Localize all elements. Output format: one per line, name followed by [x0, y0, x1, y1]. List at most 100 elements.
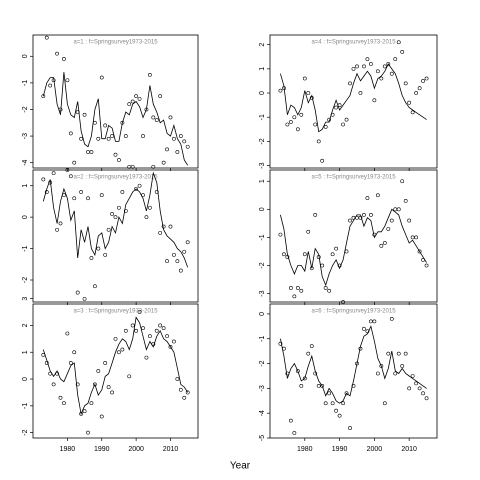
panel-title: a=5 : f=Springsurvey1973-2015 [311, 175, 396, 181]
y-tick-label: 1 [259, 179, 266, 183]
data-point [424, 76, 429, 81]
data-point [417, 86, 422, 91]
data-point [158, 230, 163, 235]
data-point [58, 395, 63, 400]
fit-line [280, 63, 427, 133]
data-point [358, 346, 363, 351]
data-point [158, 323, 163, 328]
data-point [117, 158, 121, 162]
panel-title: a=2 : f=Springsurvey1973-2015 [73, 175, 158, 181]
data-point [62, 401, 66, 406]
data-point [182, 249, 187, 254]
data-point [368, 62, 373, 66]
data-point [386, 351, 391, 356]
data-point [144, 107, 149, 112]
data-point [75, 290, 80, 295]
y-tick-label: -3 [259, 290, 266, 296]
data-point [348, 218, 352, 223]
data-point [389, 316, 394, 321]
data-point [278, 341, 283, 346]
data-point [288, 286, 293, 290]
data-point [320, 383, 325, 388]
panel-title: a=6 : f=Springsurvey1973-2015 [311, 309, 396, 315]
data-point [295, 286, 300, 290]
data-point [414, 381, 419, 386]
x-tick-label: 1990 [332, 446, 348, 453]
data-point [372, 319, 377, 324]
data-point [414, 235, 419, 240]
data-point [55, 227, 59, 232]
data-point [48, 180, 53, 185]
y-tick-label: 0 [259, 207, 266, 211]
fit-line [42, 316, 189, 416]
data-point [414, 91, 419, 95]
data-point [396, 207, 401, 212]
data-point [92, 284, 97, 289]
data-point [302, 376, 307, 381]
data-point [313, 213, 318, 217]
data-point [96, 369, 101, 373]
data-point [389, 218, 394, 223]
data-point [337, 263, 342, 268]
data-point [299, 383, 304, 388]
data-point [158, 94, 163, 99]
data-point [358, 91, 363, 95]
fit-line [280, 325, 427, 404]
data-point [72, 160, 77, 165]
data-point [306, 351, 311, 356]
panel-frame [32, 34, 199, 169]
y-tick-label: 0 [259, 312, 266, 316]
data-point [344, 117, 349, 122]
data-point [386, 227, 391, 231]
data-point [82, 409, 87, 414]
data-point [403, 351, 408, 356]
data-point [309, 344, 314, 349]
y-tick-label: 2 [22, 323, 29, 327]
data-point [306, 229, 311, 234]
data-point [120, 120, 125, 125]
data-point [92, 382, 97, 387]
data-point [172, 252, 176, 257]
data-point [72, 196, 77, 201]
data-point [65, 331, 70, 336]
data-point [295, 369, 300, 373]
data-point [134, 186, 139, 191]
panel-frame [269, 169, 438, 303]
data-point [285, 255, 290, 259]
x-tick-label: 2000 [367, 446, 383, 453]
data-point [278, 232, 283, 237]
y-tick-label: 0 [22, 54, 29, 58]
data-point [44, 35, 49, 40]
data-point [334, 105, 339, 110]
data-point [306, 91, 311, 95]
data-point [165, 259, 169, 264]
y-tick-label: -2 [22, 277, 29, 283]
data-point [147, 73, 152, 77]
data-point [68, 131, 73, 136]
data-point [172, 136, 176, 141]
data-point [344, 391, 349, 396]
y-tick-label: -5 [259, 435, 266, 441]
data-point [41, 94, 46, 99]
x-tick-label: 1990 [94, 446, 110, 453]
y-tick-label: 3 [22, 297, 29, 301]
data-point [282, 86, 286, 91]
data-point [389, 71, 394, 76]
data-point [375, 371, 380, 376]
data-point [75, 382, 80, 387]
data-point [41, 353, 46, 357]
data-point [137, 183, 142, 188]
data-point [403, 81, 408, 86]
data-point [421, 79, 425, 83]
data-point [113, 336, 118, 341]
data-point [299, 288, 304, 293]
data-point [368, 213, 373, 217]
data-point [48, 83, 53, 88]
data-point [96, 246, 101, 251]
data-point [151, 342, 156, 347]
data-point [141, 193, 145, 198]
panel-frame [269, 34, 438, 169]
data-point [144, 355, 149, 360]
x-axis-label: Year [230, 461, 251, 472]
data-point [117, 350, 121, 355]
